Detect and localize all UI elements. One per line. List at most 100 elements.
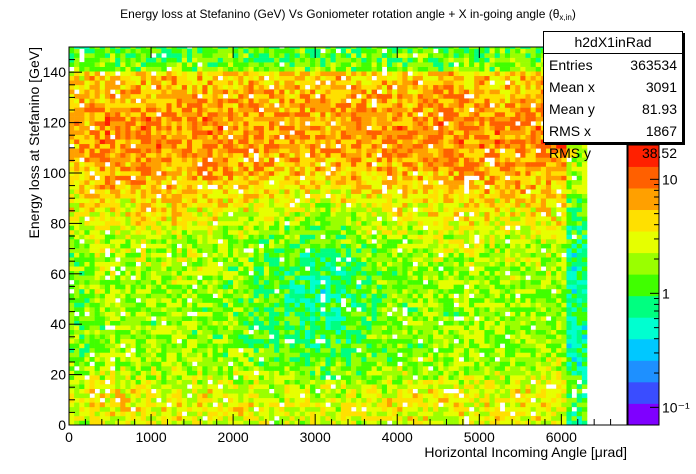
heatmap-cell (356, 152, 362, 158)
heatmap-cell (258, 166, 265, 172)
heatmap-cell (104, 130, 111, 135)
heatmap-cell (284, 384, 290, 390)
heatmap-cell (315, 112, 321, 117)
heatmap-cell (171, 48, 178, 54)
heatmap-cell (140, 370, 147, 376)
heatmap-cell (381, 98, 388, 104)
heatmap-cell (140, 270, 147, 276)
heatmap-cell (212, 415, 219, 421)
heatmap-cell (171, 320, 178, 326)
heatmap-cell (274, 125, 280, 131)
heatmap-cell (79, 297, 85, 303)
heatmap-cell (130, 48, 136, 54)
heatmap-cell (248, 284, 254, 290)
heatmap-cell (197, 297, 203, 303)
heatmap-cell (207, 384, 213, 390)
heatmap-cell (279, 180, 285, 185)
heatmap-cell (304, 343, 311, 349)
heatmap-cell (130, 202, 136, 208)
heatmap-cell (233, 343, 239, 349)
heatmap-cell (371, 134, 378, 140)
heatmap-cell (74, 325, 80, 331)
heatmap-cell (284, 93, 290, 99)
heatmap-cell (330, 307, 336, 312)
heatmap-cell (171, 393, 178, 399)
heatmap-cell (371, 379, 378, 385)
heatmap-cell (356, 343, 362, 349)
heatmap-cell (258, 211, 265, 217)
heatmap-cell (166, 338, 172, 344)
heatmap-cell (361, 207, 367, 213)
heatmap-cell (84, 356, 90, 362)
heatmap-cell (376, 311, 383, 317)
heatmap-cell (79, 234, 85, 240)
heatmap-cell (79, 361, 85, 367)
heatmap-cell (381, 47, 388, 49)
heatmap-cell (222, 98, 229, 104)
heatmap-cell (315, 239, 321, 244)
heatmap-cell (227, 325, 234, 331)
heatmap-cell (171, 338, 178, 344)
heatmap-cell (243, 170, 249, 176)
heatmap-cell (156, 393, 162, 399)
heatmap-cell (69, 98, 75, 104)
heatmap-cell (299, 420, 306, 425)
heatmap-cell (156, 53, 162, 58)
heatmap-cell (289, 47, 295, 49)
heatmap-cell (99, 229, 106, 235)
heatmap-cell (243, 139, 249, 145)
heatmap-cell (104, 347, 111, 353)
heatmap-cell (217, 343, 224, 349)
heatmap-cell (243, 338, 249, 344)
heatmap-cell (110, 320, 116, 326)
heatmap-cell (207, 107, 213, 113)
heatmap-cell (340, 352, 347, 358)
heatmap-cell (361, 338, 367, 344)
heatmap-cell (212, 406, 219, 412)
heatmap-cell (361, 220, 367, 226)
heatmap-cell (161, 157, 167, 163)
heatmap-cell (345, 234, 352, 240)
heatmap-cell (279, 234, 285, 240)
heatmap-cell (166, 121, 172, 126)
heatmap-cell (227, 130, 234, 135)
heatmap-cell (263, 161, 270, 167)
heatmap-cell (140, 211, 147, 217)
heatmap-cell (304, 302, 311, 308)
heatmap-cell (263, 62, 270, 67)
heatmap-cell (315, 352, 321, 358)
heatmap-cell (233, 406, 239, 412)
heatmap-cell (310, 157, 316, 163)
heatmap-cell (248, 275, 254, 281)
heatmap-cell (171, 397, 178, 403)
heatmap-cell (325, 75, 331, 81)
heatmap-cell (202, 275, 208, 281)
heatmap-cell (345, 216, 352, 222)
heatmap-cell (243, 257, 249, 263)
heatmap-cell (99, 329, 106, 335)
heatmap-cell (217, 279, 224, 285)
heatmap-cell (325, 307, 331, 312)
heatmap-cell (263, 329, 270, 335)
heatmap-cell (120, 239, 126, 244)
heatmap-cell (294, 89, 301, 95)
heatmap-cell (130, 284, 136, 290)
heatmap-cell (161, 66, 167, 72)
heatmap-cell (320, 170, 326, 176)
heatmap-cell (304, 375, 311, 380)
heatmap-cell (351, 320, 357, 326)
heatmap-cell (356, 370, 362, 376)
heatmap-cell (99, 284, 106, 290)
heatmap-cell (74, 420, 80, 425)
heatmap-cell (371, 193, 378, 199)
heatmap-cell (320, 53, 326, 58)
heatmap-cell (315, 143, 321, 149)
heatmap-cell (202, 121, 208, 126)
heatmap-cell (202, 366, 208, 371)
heatmap-cell (284, 57, 290, 63)
heatmap-cell (263, 397, 270, 403)
heatmap-cell (84, 302, 90, 308)
heatmap-cell (125, 311, 131, 317)
heatmap-cell (69, 93, 75, 99)
heatmap-cell (376, 125, 383, 131)
